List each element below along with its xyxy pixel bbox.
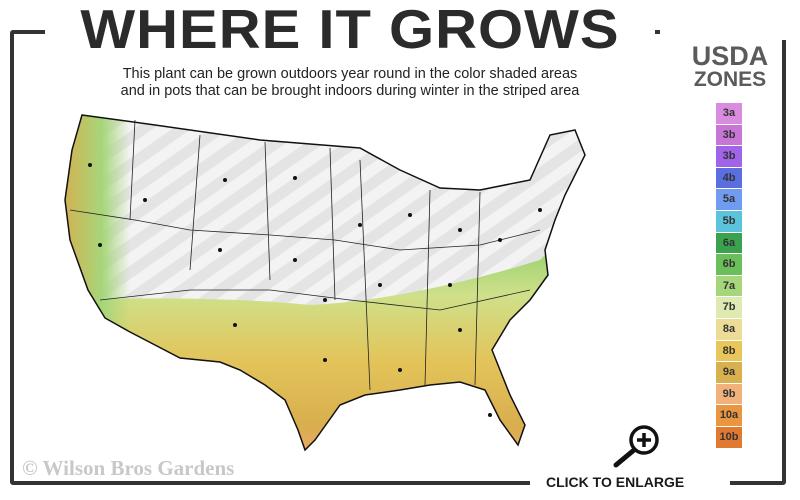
subtitle-line-1: This plant can be grown outdoors year ro… — [122, 66, 578, 82]
page-title: WHERE IT GROWS — [80, 0, 620, 61]
legend-zone-3b: 3b — [716, 146, 742, 167]
us-outline — [64, 114, 586, 452]
legend-zone-10a: 10a — [716, 405, 742, 426]
subtitle-line-2: and in pots that can be brought indoors … — [120, 83, 580, 99]
legend-gap — [660, 20, 786, 40]
legend-zone-8b: 8b — [716, 340, 742, 362]
zone-legend: 3a 3b 3b 4b 5a 5b 6a 6b 7a 7b 8a 8b 9a 9b 10a 10b — [716, 103, 742, 449]
legend-zone-5b: 5b — [716, 210, 742, 232]
click-to-enlarge-link[interactable]: CLICK TO ENLARGE — [546, 474, 685, 490]
legend-title-line-1: USDA — [691, 41, 769, 71]
legend-zone-6a: 6a — [716, 232, 742, 254]
legend-zone-9b: 9b — [716, 383, 742, 405]
legend-title: USDA ZONES — [680, 41, 780, 92]
legend-zone-7a: 7a — [716, 275, 742, 297]
city-dots — [88, 163, 542, 417]
legend-zone-3a: 3a — [716, 103, 742, 124]
usda-zone-map[interactable] — [60, 100, 620, 460]
legend-zone-4b: 4b — [716, 167, 742, 189]
legend-zone-6b: 6b — [716, 254, 742, 275]
subtitle: This plant can be grown outdoors year ro… — [40, 66, 660, 100]
magnifier-plus-icon[interactable] — [606, 424, 666, 468]
legend-title-line-2: ZONES — [693, 68, 767, 91]
state-borders — [69, 119, 541, 391]
enlarge-gap — [530, 470, 730, 500]
legend-zone-9a: 9a — [716, 362, 742, 383]
title-gap — [45, 20, 655, 40]
legend-zone-8a: 8a — [716, 318, 742, 340]
legend-zone-7b: 7b — [716, 297, 742, 318]
copyright-watermark: © Wilson Bros Gardens — [22, 456, 235, 480]
legend-zone-5a: 5a — [716, 189, 742, 210]
legend-zone-10b: 10b — [716, 426, 742, 448]
legend-zone-3b: 3b — [716, 124, 742, 146]
